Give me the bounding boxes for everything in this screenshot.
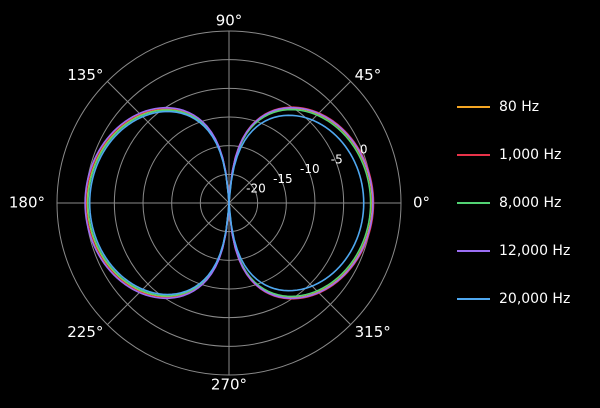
legend-label: 1,000 Hz: [499, 147, 561, 163]
legend-label: 80 Hz: [499, 99, 539, 115]
angle-tick-label: 45°: [355, 66, 382, 84]
grid-spoke: [228, 81, 351, 204]
radial-tick-label: 0: [360, 142, 368, 156]
series-line-4: [84, 106, 374, 300]
radial-tick-label: -10: [300, 162, 320, 176]
grid-spoke: [107, 202, 230, 325]
angle-tick-label: 315°: [355, 323, 391, 341]
legend-label: 20,000 Hz: [499, 291, 570, 307]
radial-tick-label: -20: [246, 182, 266, 196]
angle-tick-label: 270°: [211, 376, 247, 394]
angle-tick-label: 225°: [67, 323, 103, 341]
angle-tick-label: 0°: [413, 194, 430, 212]
axis-labels: 0° 45° 90° 135° 180° 225° 270° 315° -20 -15 -10 -5 0: [9, 12, 430, 394]
angle-tick-label: 180°: [9, 194, 45, 212]
grid-spoke: [228, 202, 351, 325]
grid-spoke: [107, 81, 230, 204]
angle-tick-label: 135°: [67, 66, 103, 84]
legend: 80 Hz 1,000 Hz 8,000 Hz 12,000 Hz 20,000 Hz: [457, 99, 570, 307]
series-line-5: [88, 110, 365, 296]
radial-tick-label: -5: [331, 152, 343, 166]
legend-label: 8,000 Hz: [499, 195, 561, 211]
legend-label: 12,000 Hz: [499, 243, 570, 259]
angle-tick-label: 90°: [216, 12, 243, 30]
radial-tick-label: -15: [273, 172, 293, 186]
series-curves: [84, 106, 375, 300]
series-line-3: [87, 108, 372, 298]
